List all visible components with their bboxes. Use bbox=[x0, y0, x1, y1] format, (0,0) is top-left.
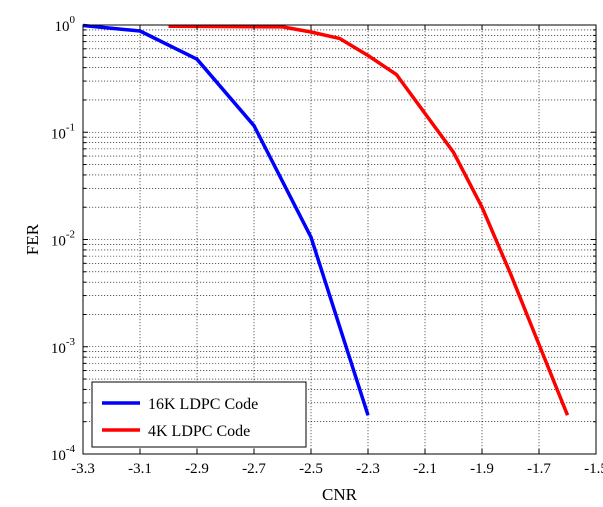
x-tick-label: -2.5 bbox=[299, 461, 323, 477]
y-tick-label: 10-3 bbox=[51, 336, 76, 357]
x-tick-label: -3.1 bbox=[128, 461, 152, 477]
legend-label-2: 4K LDPC Code bbox=[148, 423, 250, 440]
x-axis-label: CNR bbox=[322, 485, 358, 504]
x-tick-label: -2.3 bbox=[356, 461, 380, 477]
y-tick-label: 100 bbox=[55, 14, 76, 35]
x-tick-labels: -3.3 -3.1 -2.9 -2.7 -2.5 -2.3 -2.1 -1.9 -1.7 -1.5 bbox=[71, 461, 603, 477]
series-line-1 bbox=[82, 23, 370, 416]
plot-lines bbox=[82, 23, 570, 416]
y-tick-label: 10-2 bbox=[51, 229, 75, 250]
y-tick-labels: 10-4 10-3 10-2 10-1 100 bbox=[51, 14, 76, 464]
x-tick-label: -1.9 bbox=[470, 461, 494, 477]
x-tick-label: -3.3 bbox=[71, 461, 95, 477]
tick-marks bbox=[82, 25, 597, 454]
y-tick-label: 10-4 bbox=[51, 443, 76, 464]
x-tick-label: -2.1 bbox=[413, 461, 437, 477]
legend-box bbox=[91, 381, 307, 448]
legend: 16K LDPC Code 4K LDPC Code bbox=[91, 381, 307, 448]
x-tick-label: -2.9 bbox=[185, 461, 209, 477]
legend-label-1: 16K LDPC Code bbox=[148, 396, 258, 413]
y-axis-label: FER bbox=[23, 223, 42, 255]
x-tick-label: -1.7 bbox=[527, 461, 551, 477]
series-line-2 bbox=[168, 24, 570, 416]
y-tick-label: 10-1 bbox=[51, 121, 75, 142]
x-tick-label: -2.7 bbox=[242, 461, 266, 477]
x-tick-label: -1.5 bbox=[584, 461, 603, 477]
